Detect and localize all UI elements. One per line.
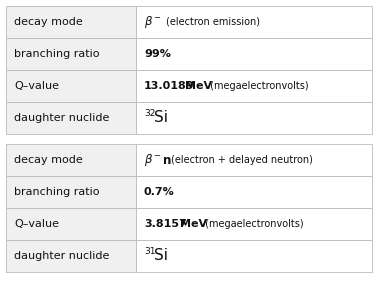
Text: decay mode: decay mode [14,155,83,165]
Text: n: n [163,153,171,166]
Text: daughter nuclide: daughter nuclide [14,251,109,261]
Bar [136,70,372,102]
Bar [6,240,136,272]
Bar [6,38,136,70]
Text: 0.7%: 0.7% [144,187,175,197]
Text: 32: 32 [144,109,155,118]
Text: branching ratio: branching ratio [14,187,99,197]
Text: 99%: 99% [144,49,171,59]
Text: 3.8157: 3.8157 [144,219,187,229]
Text: MeV: MeV [185,81,212,91]
Bar [6,208,136,240]
Bar [6,6,136,38]
Text: daughter nuclide: daughter nuclide [14,113,109,123]
Text: branching ratio: branching ratio [14,49,99,59]
Text: $\beta^-$: $\beta^-$ [144,14,162,30]
Text: $\beta^-$: $\beta^-$ [144,152,162,168]
Bar [6,144,136,176]
Text: 13.0189: 13.0189 [144,81,195,91]
Text: (electron + delayed neutron): (electron + delayed neutron) [171,155,313,165]
Bar [136,144,372,176]
Text: Si: Si [154,249,168,263]
Text: MeV: MeV [180,219,207,229]
Bar [136,240,372,272]
Bar [6,70,136,102]
Text: (megaelectronvolts): (megaelectronvolts) [201,219,303,229]
Text: decay mode: decay mode [14,17,83,27]
Bar [136,6,372,38]
Text: (megaelectronvolts): (megaelectronvolts) [207,81,309,91]
Text: (electron emission): (electron emission) [166,17,260,27]
Bar [136,38,372,70]
Bar [136,102,372,134]
Text: Q–value: Q–value [14,81,59,91]
Bar [136,176,372,208]
Text: Q–value: Q–value [14,219,59,229]
Bar [136,208,372,240]
Text: 31: 31 [144,246,155,255]
Text: Si: Si [154,111,168,125]
Bar [6,102,136,134]
Bar [6,176,136,208]
